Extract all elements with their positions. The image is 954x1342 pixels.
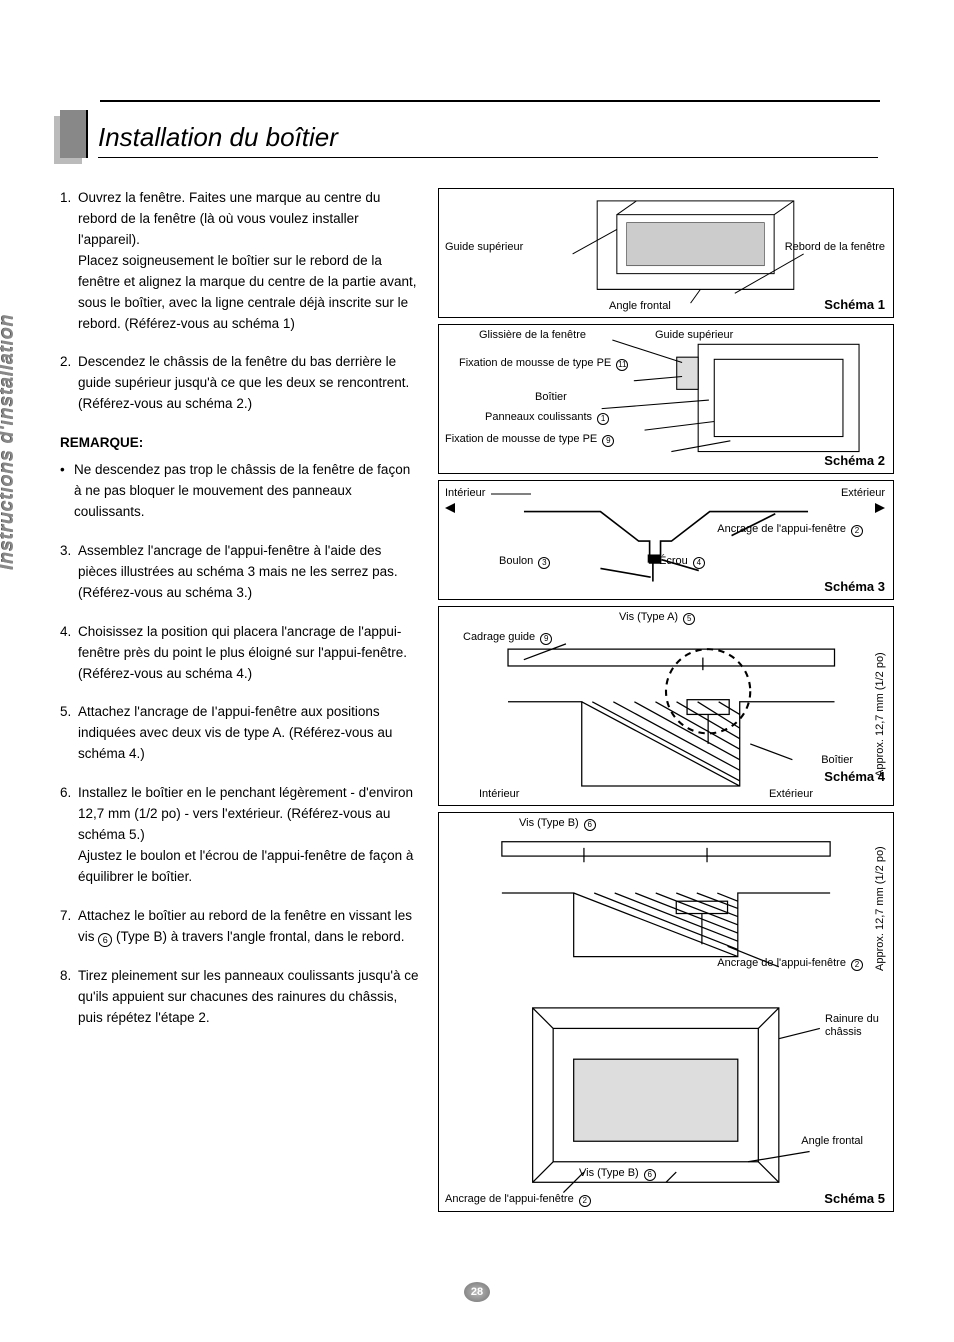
figure-2-svg bbox=[439, 325, 893, 473]
figure-caption: Schéma 4 bbox=[824, 769, 885, 785]
remark-text: Ne descendez pas trop le châssis de la f… bbox=[74, 460, 420, 523]
step-number: 6. bbox=[60, 783, 78, 888]
step-text: Tirez pleinement sur les panneaux coulis… bbox=[78, 966, 420, 1029]
label-ancrage: Ancrage de l'appui-fenêtre 2 bbox=[717, 523, 863, 537]
label-ecrou: Écrou 4 bbox=[659, 555, 705, 569]
label-angle-frontal: Angle frontal bbox=[609, 300, 671, 313]
figure-2: Glissière de la fenêtre Guide supérieur … bbox=[438, 324, 894, 474]
figure-caption: Schéma 1 bbox=[824, 297, 885, 313]
ref-circle-icon: 4 bbox=[693, 557, 705, 569]
ref-circle-icon: 6 bbox=[644, 1169, 656, 1181]
step-text: (Type B) à travers l'angle frontal, dans… bbox=[116, 929, 404, 944]
ref-circle-icon: 5 bbox=[683, 613, 695, 625]
figure-5: Vis (Type B) 6 Approx. 12,7 mm (1/2 po) … bbox=[438, 812, 894, 1212]
remark-bullet: • Ne descendez pas trop le châssis de la… bbox=[60, 460, 420, 523]
figure-4: Vis (Type A) 5 Cadrage guide 9 Approx. 1… bbox=[438, 606, 894, 806]
step-5: 5. Attachez l'ancrage de I'appui-fenêtre… bbox=[60, 702, 420, 765]
ref-circle-icon: 3 bbox=[538, 557, 550, 569]
label-angle-frontal: Angle frontal bbox=[801, 1135, 863, 1148]
page-number: 28 bbox=[464, 1282, 490, 1302]
step-text: Installez le boîtier en le penchant légè… bbox=[78, 785, 413, 842]
step-1: 1. Ouvrez la fenêtre. Faites une marque … bbox=[60, 188, 420, 334]
title-ornament bbox=[60, 110, 88, 158]
step-text: Ajustez le boulon et l'écrou de l'appui-… bbox=[78, 848, 413, 884]
step-number: 3. bbox=[60, 541, 78, 604]
label-vis-b: Vis (Type B) 6 bbox=[519, 817, 596, 831]
ref-circle-icon: 6 bbox=[98, 933, 112, 947]
label-interieur: Intérieur bbox=[445, 487, 531, 500]
ref-circle-icon: 9 bbox=[540, 633, 552, 645]
step-8: 8. Tirez pleinement sur les panneaux cou… bbox=[60, 966, 420, 1029]
label-ancrage-2: Ancrage de l'appui-fenêtre 2 bbox=[445, 1193, 591, 1207]
figure-5-svg bbox=[439, 813, 893, 1211]
figure-caption: Schéma 3 bbox=[824, 579, 885, 595]
step-3: 3. Assemblez l'ancrage de l'appui-fenêtr… bbox=[60, 541, 420, 604]
label-rebord: Rebord de la fenêtre bbox=[785, 241, 885, 254]
label-fixation-pe: Fixation de mousse de type PE 11 bbox=[459, 357, 599, 371]
label-approx: Approx. 12,7 mm (1/2 po) bbox=[874, 627, 887, 777]
label-exterieur: Extérieur bbox=[769, 788, 813, 801]
title-row: Installation du boîtier bbox=[60, 110, 894, 158]
step-text: Descendez le châssis de la fenêtre du ba… bbox=[78, 352, 420, 415]
step-text: Attachez l'ancrage de I'appui-fenêtre au… bbox=[78, 702, 420, 765]
figure-caption: Schéma 5 bbox=[824, 1191, 885, 1207]
step-text: Placez soigneusement le boîtier sur le r… bbox=[78, 253, 416, 331]
label-cadrage: Cadrage guide 9 bbox=[463, 631, 552, 645]
page-content: Installation du boîtier 1. Ouvrez la fen… bbox=[60, 100, 894, 1240]
top-rule bbox=[100, 100, 880, 102]
ref-circle-icon: 6 bbox=[584, 819, 596, 831]
side-tab: Instructions d'installation bbox=[0, 314, 19, 570]
step-7: 7. Attachez le boîtier au rebord de la f… bbox=[60, 906, 420, 948]
step-number: 1. bbox=[60, 188, 78, 334]
ref-circle-icon: 9 bbox=[602, 435, 614, 447]
label-exterieur: Extérieur bbox=[841, 487, 885, 500]
label-approx: Approx. 12,7 mm (1/2 po) bbox=[874, 821, 887, 971]
label-rainure: Rainure du châssis bbox=[825, 1013, 885, 1039]
figure-1: Guide supérieur Rebord de la fenêtre Ang… bbox=[438, 188, 894, 318]
label-boitier: Boîtier bbox=[535, 391, 567, 404]
figures-column: Guide supérieur Rebord de la fenêtre Ang… bbox=[438, 188, 894, 1212]
label-boulon: Boulon 3 bbox=[499, 555, 550, 569]
label-guide-superieur: Guide supérieur bbox=[445, 241, 523, 254]
label-panneaux: Panneaux coulissants 1 bbox=[485, 411, 609, 425]
step-text: Choisissez la position qui placera l'anc… bbox=[78, 622, 420, 685]
ref-circle-icon: 1 bbox=[597, 413, 609, 425]
ref-circle-icon: 2 bbox=[851, 525, 863, 537]
step-number: 4. bbox=[60, 622, 78, 685]
arrow-left-icon bbox=[445, 503, 455, 513]
step-text: Assemblez l'ancrage de l'appui-fenêtre à… bbox=[78, 541, 420, 604]
ref-circle-icon: 2 bbox=[851, 959, 863, 971]
figure-caption: Schéma 2 bbox=[824, 453, 885, 469]
label-ancrage: Ancrage de l'appui-fenêtre 2 bbox=[717, 957, 863, 971]
label-guide-superieur: Guide supérieur bbox=[655, 329, 733, 342]
figure-3: Intérieur Extérieur Ancrage de l'appui-f… bbox=[438, 480, 894, 600]
page-title: Installation du boîtier bbox=[98, 122, 878, 158]
step-2: 2. Descendez le châssis de la fenêtre du… bbox=[60, 352, 420, 415]
label-interieur: Intérieur bbox=[479, 788, 519, 801]
remark-heading: REMARQUE: bbox=[60, 433, 420, 454]
label-vis-a: Vis (Type A) 5 bbox=[619, 611, 695, 625]
step-number: 2. bbox=[60, 352, 78, 415]
step-6: 6. Installez le boîtier en le penchant l… bbox=[60, 783, 420, 888]
step-text: Ouvrez la fenêtre. Faites une marque au … bbox=[78, 190, 380, 247]
label-boitier: Boîtier bbox=[821, 754, 853, 767]
label-glissiere: Glissière de la fenêtre bbox=[479, 329, 586, 342]
arrow-right-icon bbox=[875, 503, 885, 513]
step-number: 5. bbox=[60, 702, 78, 765]
step-number: 7. bbox=[60, 906, 78, 948]
bullet-dot: • bbox=[60, 460, 74, 523]
ref-circle-icon: 2 bbox=[579, 1195, 591, 1207]
step-number: 8. bbox=[60, 966, 78, 1029]
label-fixation-pe-2: Fixation de mousse de type PE 9 bbox=[445, 433, 614, 447]
label-vis-b-2: Vis (Type B) 6 bbox=[579, 1167, 656, 1181]
instructions-column: 1. Ouvrez la fenêtre. Faites une marque … bbox=[60, 188, 420, 1212]
step-4: 4. Choisissez la position qui placera l'… bbox=[60, 622, 420, 685]
